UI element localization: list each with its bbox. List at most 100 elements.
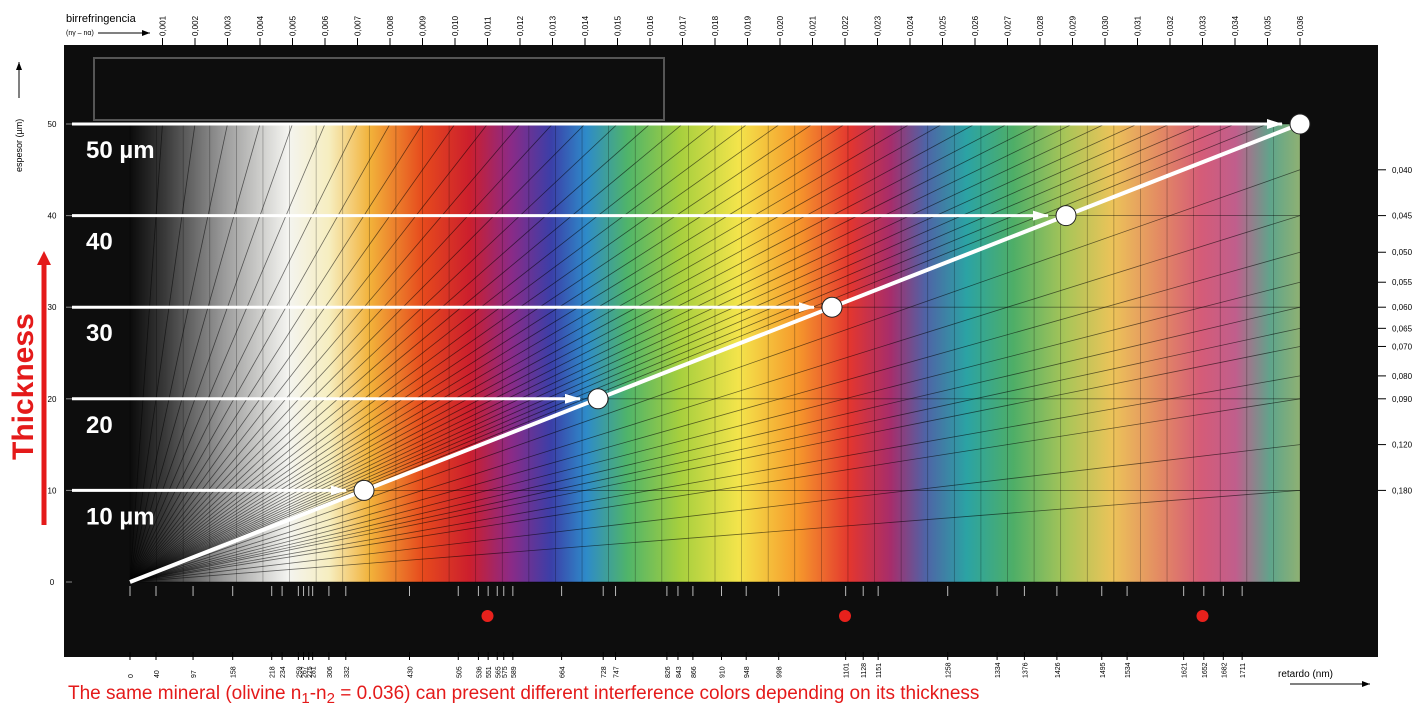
birefringence-line <box>129 123 586 583</box>
top-axis-label: birrefringencia <box>66 13 137 25</box>
left-tick-label: 0 <box>50 578 55 587</box>
birefringence-line <box>129 123 813 583</box>
bottom-tick-label: 747 <box>614 666 621 678</box>
thickness-label: 30 <box>86 320 113 347</box>
birefringence-line <box>129 306 1301 583</box>
olivine-point <box>353 479 375 501</box>
birefringence-line <box>129 281 1301 583</box>
bottom-tick-label: 267 <box>302 666 309 678</box>
top-tick-label: 0,008 <box>386 15 395 36</box>
bottom-tick-label: 1426 <box>1055 662 1062 678</box>
left-axis: 0 10 20 30 40 50 <box>48 120 72 587</box>
olivine-line <box>129 122 1301 584</box>
top-tick-label: 0,027 <box>1004 15 1013 36</box>
right-tick-label: 0,090 <box>1392 395 1413 404</box>
birefringence-line <box>129 123 846 583</box>
birefringence-line <box>129 123 488 583</box>
top-tick-label: 0,031 <box>1134 15 1143 36</box>
top-tick-label: 0,033 <box>1199 15 1208 36</box>
order-marker-dot <box>1196 610 1209 622</box>
thickness-labels: 10 µm 20 30 40 50 µm <box>86 137 155 530</box>
birefringence-line <box>129 375 1301 583</box>
thickness-label: 50 µm <box>86 137 155 164</box>
birefringence-line <box>129 123 748 583</box>
bottom-tick-label: 158 <box>231 666 238 678</box>
birefringence-line <box>129 490 1301 583</box>
birefringence-line <box>129 123 196 583</box>
bottom-tick-label: 1682 <box>1221 662 1228 678</box>
right-tick-label: 0,120 <box>1392 441 1413 450</box>
left-tick-label: 50 <box>48 120 57 129</box>
birefringence-line <box>129 123 1171 583</box>
left-tick-label: 30 <box>48 303 57 312</box>
top-tick-label: 0,032 <box>1166 15 1175 36</box>
right-tick-label: 0,050 <box>1392 248 1413 257</box>
thickness-label: 20 <box>86 412 113 439</box>
bottom-axis-label: retardo (nm) <box>1278 669 1333 680</box>
birefringence-line <box>129 123 1236 583</box>
birefringence-line <box>129 123 1073 583</box>
bottom-tick-label: 505 <box>456 666 463 678</box>
birefringence-line <box>129 123 911 583</box>
bottom-tick-label: 910 <box>720 666 727 678</box>
top-tick-label: 0,001 <box>159 15 168 36</box>
order-marker-dot <box>839 610 851 622</box>
olivine-series <box>129 113 1311 584</box>
left-axis-label: espesor (µm) <box>14 119 24 172</box>
olivine-point <box>1289 113 1311 135</box>
top-axis-sublabel: (nγ – nα) <box>66 30 94 37</box>
top-tick-label: 0,036 <box>1296 15 1305 36</box>
bottom-tick-label: 826 <box>665 666 672 678</box>
right-tick-label: 0,045 <box>1392 212 1413 221</box>
bottom-tick-label: 0 <box>128 674 135 678</box>
birefringence-line <box>129 123 943 583</box>
top-tick-label: 0,004 <box>256 15 265 36</box>
right-axis: 0,040 0,045 0,050 0,055 0,060 0,065 0,070 0,080… <box>1378 166 1413 495</box>
order-markers <box>481 610 1209 622</box>
right-tick-label: 0,070 <box>1392 342 1413 351</box>
bottom-tick-label: 1376 <box>1022 662 1029 678</box>
bottom-tick-label: 664 <box>560 666 567 678</box>
top-tick-label: 0,015 <box>614 15 623 36</box>
birefringence-line <box>129 251 1301 583</box>
bottom-tick-label: 259 <box>296 666 303 678</box>
top-tick-label: 0,003 <box>224 15 233 36</box>
birefringence-line <box>129 346 1301 583</box>
top-tick-label: 0,028 <box>1036 15 1045 36</box>
inner-box <box>93 57 665 121</box>
left-tick-label: 20 <box>48 395 57 404</box>
right-tick-label: 0,080 <box>1392 372 1413 381</box>
birefringence-line <box>129 123 781 583</box>
top-tick-label: 0,029 <box>1069 15 1078 36</box>
top-tick-label: 0,007 <box>354 15 363 36</box>
right-tick-label: 0,055 <box>1392 278 1413 287</box>
top-tick-label: 0,020 <box>776 15 785 36</box>
bottom-tick-label: 332 <box>344 666 351 678</box>
thickness-label: 40 <box>86 229 113 256</box>
bottom-tick-label: 234 <box>280 666 287 678</box>
top-tick-label: 0,034 <box>1231 15 1240 36</box>
thickness-label: 10 µm <box>86 503 155 530</box>
bottom-tick-label: 1495 <box>1100 662 1107 678</box>
thickness-annotation: Thickness <box>7 313 40 460</box>
bottom-tick-label: 998 <box>777 666 784 678</box>
birefringence-line <box>129 398 1301 583</box>
top-tick-label: 0,021 <box>809 15 818 36</box>
birefringence-line <box>129 123 618 583</box>
bottom-tick-label: 97 <box>191 670 198 678</box>
birefringence-line <box>129 327 1301 583</box>
top-tick-label: 0,019 <box>744 15 753 36</box>
left-tick-label: 10 <box>48 486 57 495</box>
bottom-tick-label: 843 <box>676 666 683 678</box>
birefringence-line <box>129 123 716 583</box>
birefringence-line <box>129 123 163 583</box>
bottom-tick-label: 40 <box>154 670 161 678</box>
bottom-tick-label: 866 <box>691 666 698 678</box>
birefringence-line <box>129 123 651 583</box>
top-tick-label: 0,030 <box>1101 15 1110 36</box>
top-tick-label: 0,014 <box>581 15 590 36</box>
caption: The same mineral (olivine n1-n2 = 0.036)… <box>68 683 980 707</box>
birefringence-line <box>129 123 326 583</box>
top-tick-label: 0,018 <box>711 15 720 36</box>
